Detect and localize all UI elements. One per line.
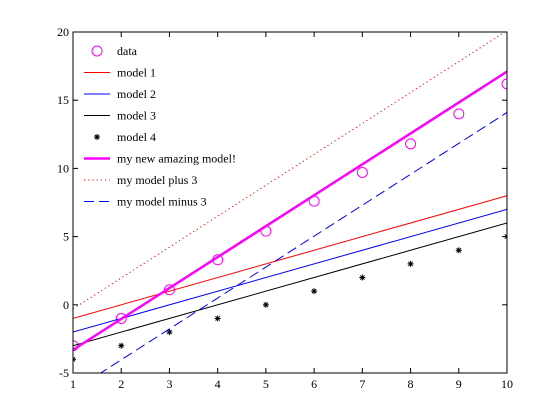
x-tick-label: 9: [456, 377, 462, 391]
y-tick-label: 5: [63, 230, 69, 244]
model-4-point: [73, 356, 76, 363]
x-tick-label: 7: [359, 377, 365, 391]
x-tick-label: 6: [311, 377, 317, 391]
x-tick-label: 2: [118, 377, 124, 391]
legend-entry: model 4: [94, 130, 156, 144]
legend-entry: data: [91, 44, 138, 58]
model-4-point: [407, 260, 414, 267]
legend-entry: model 1: [84, 66, 156, 80]
y-tick-label: 10: [57, 161, 69, 175]
x-tick-label: 4: [215, 377, 221, 391]
data-point: [356, 166, 368, 178]
legend-label: model 2: [117, 87, 156, 101]
axes-layer: 1 2 3 4 5 6 7 8 9 10 -5 0 5 10 15 20: [57, 25, 513, 391]
legend-entry: model 2: [84, 87, 156, 101]
legend-label: my model minus 3: [117, 195, 207, 209]
legend-swatch: [94, 134, 100, 140]
y-tick-label: 20: [57, 25, 69, 39]
series-4-line: [73, 222, 507, 347]
x-tick-label: 5: [263, 377, 269, 391]
series-6-line: [73, 70, 507, 351]
axes-box: [72, 31, 508, 374]
series-layer: [73, 32, 507, 373]
series-2-line: [73, 195, 507, 319]
y-tick-label: -5: [59, 366, 69, 380]
x-tick-label: 1: [70, 377, 76, 391]
y-tick-label: 0: [63, 298, 69, 312]
model-4-point: [166, 329, 173, 336]
model-4-point: [118, 342, 125, 349]
y-tick-label: 15: [57, 93, 69, 107]
legend-label: model 3: [117, 109, 156, 123]
series-3-line: [73, 208, 507, 333]
legend-entry: my new amazing model!: [84, 152, 236, 166]
legend-label: model 4: [117, 130, 156, 144]
model-4-point: [311, 288, 318, 295]
model-4-point: [262, 301, 269, 308]
data-point: [501, 78, 507, 90]
legend-swatch: [91, 45, 103, 57]
model-4-point: [455, 247, 462, 254]
data-point: [115, 312, 127, 324]
data-point: [405, 138, 417, 150]
plot-area: [73, 32, 507, 373]
series-8-line: [99, 112, 507, 373]
legend-entry: model 3: [84, 109, 156, 123]
legend-label: my new amazing model!: [117, 152, 236, 166]
legend-entry: my model minus 3: [84, 195, 207, 209]
x-tick-label: 10: [501, 377, 513, 391]
legend-label: my model plus 3: [117, 173, 197, 187]
x-tick-label: 3: [166, 377, 172, 391]
legend: data model 1 model 2 model 3 model 4 my new a…: [84, 44, 236, 209]
legend-entry: my model plus 3: [84, 173, 197, 187]
legend-label: data: [117, 44, 138, 58]
x-tick-label: 8: [408, 377, 414, 391]
model-4-point: [359, 274, 366, 281]
model-4-point: [214, 315, 221, 322]
data-point: [453, 108, 465, 120]
legend-label: model 1: [117, 66, 156, 80]
